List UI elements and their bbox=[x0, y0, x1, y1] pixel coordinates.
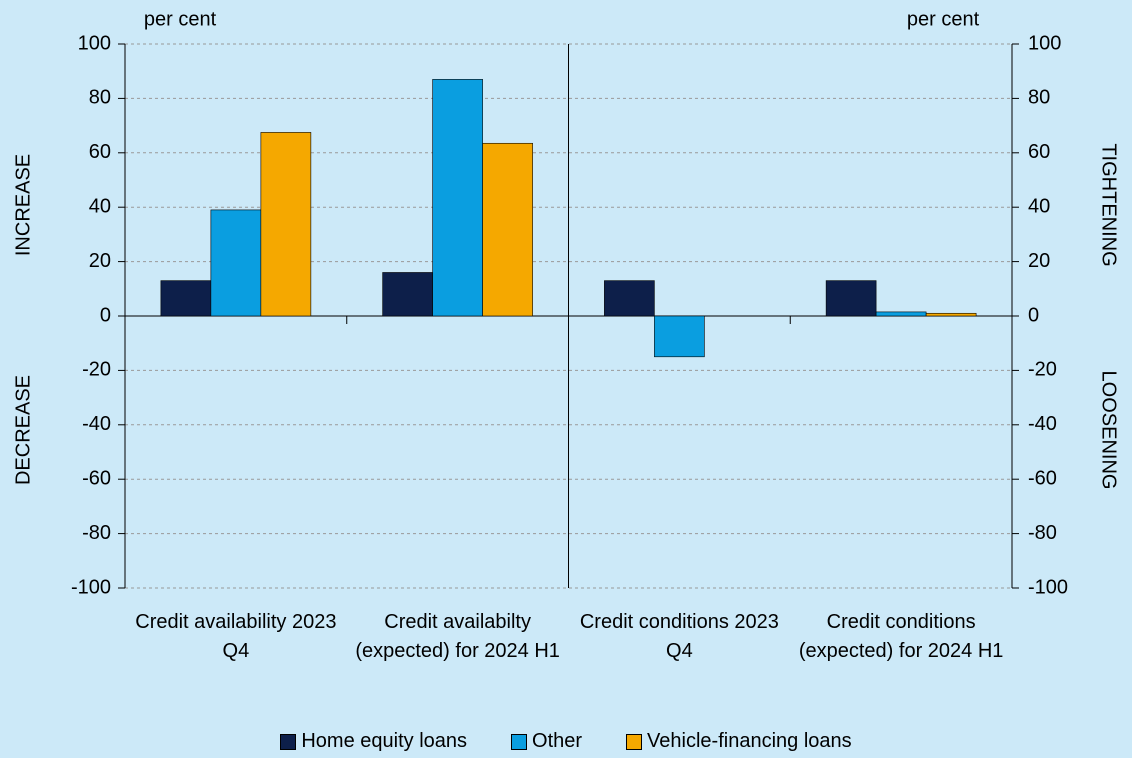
bar bbox=[382, 272, 433, 317]
y-tick-label: 80 bbox=[89, 87, 111, 109]
y-tick-label: -20 bbox=[82, 359, 111, 381]
legend-item: Vehicle-financing loans bbox=[626, 730, 852, 753]
bar bbox=[482, 142, 533, 317]
annotation: TIGHTENING bbox=[1098, 143, 1120, 266]
y2-tick-label: 80 bbox=[1028, 87, 1050, 109]
x-tick-label: Credit availabilty (expected) for 2024 H… bbox=[355, 611, 560, 662]
annotation: INCREASE bbox=[12, 154, 34, 256]
legend-label: Other bbox=[532, 730, 583, 752]
y-tick-label: -40 bbox=[82, 413, 111, 435]
x-tick-label: Credit conditions 2023 Q4 bbox=[579, 611, 779, 662]
legend-item: Home equity loans bbox=[280, 730, 467, 753]
annotation: LOOSENING bbox=[1098, 371, 1120, 490]
legend-swatch bbox=[511, 733, 528, 750]
y2-tick-label: -100 bbox=[1028, 576, 1068, 598]
bar bbox=[825, 280, 877, 317]
y2-label: per cent bbox=[907, 8, 980, 30]
y2-tick-label: 0 bbox=[1028, 304, 1039, 326]
x-tick-label: Credit availability 2023 Q4 bbox=[135, 611, 337, 662]
bar bbox=[875, 311, 927, 317]
y-tick-label: 100 bbox=[78, 32, 111, 54]
y2-tick-label: -20 bbox=[1028, 359, 1057, 381]
y2-tick-label: -80 bbox=[1028, 522, 1057, 544]
y2-tick-label: 20 bbox=[1028, 250, 1050, 272]
bar bbox=[160, 280, 212, 317]
y2-tick-label: -40 bbox=[1028, 413, 1057, 435]
y-label: per cent bbox=[144, 8, 217, 30]
bar bbox=[210, 209, 262, 317]
y-tick-label: 20 bbox=[89, 250, 111, 272]
annotation: DECREASE bbox=[12, 375, 34, 485]
bar bbox=[604, 280, 655, 317]
y-tick-label: -100 bbox=[71, 576, 111, 598]
legend-swatch bbox=[626, 733, 643, 750]
y-tick-label: 0 bbox=[100, 304, 111, 326]
y2-tick-label: -60 bbox=[1028, 467, 1057, 489]
y2-tick-label: 100 bbox=[1028, 32, 1061, 54]
legend-label: Home equity loans bbox=[301, 730, 468, 752]
bar bbox=[925, 312, 977, 317]
legend-label: Vehicle-financing loans bbox=[647, 730, 852, 752]
legend-item: Other bbox=[511, 730, 582, 753]
bar bbox=[432, 79, 483, 317]
legend-swatch bbox=[280, 733, 297, 750]
legend: Home equity loans Other Vehicle-financing … bbox=[0, 730, 1132, 753]
y-tick-label: -60 bbox=[82, 467, 111, 489]
bar bbox=[260, 132, 312, 317]
x-tick-label: Credit conditions (expected) for 2024 H1 bbox=[798, 611, 1004, 662]
y2-tick-label: 60 bbox=[1028, 141, 1050, 163]
y-tick-label: 40 bbox=[89, 195, 111, 217]
y-tick-label: -80 bbox=[82, 522, 111, 544]
y-tick-label: 60 bbox=[89, 141, 111, 163]
y2-tick-label: 40 bbox=[1028, 195, 1050, 217]
bar bbox=[654, 315, 705, 358]
